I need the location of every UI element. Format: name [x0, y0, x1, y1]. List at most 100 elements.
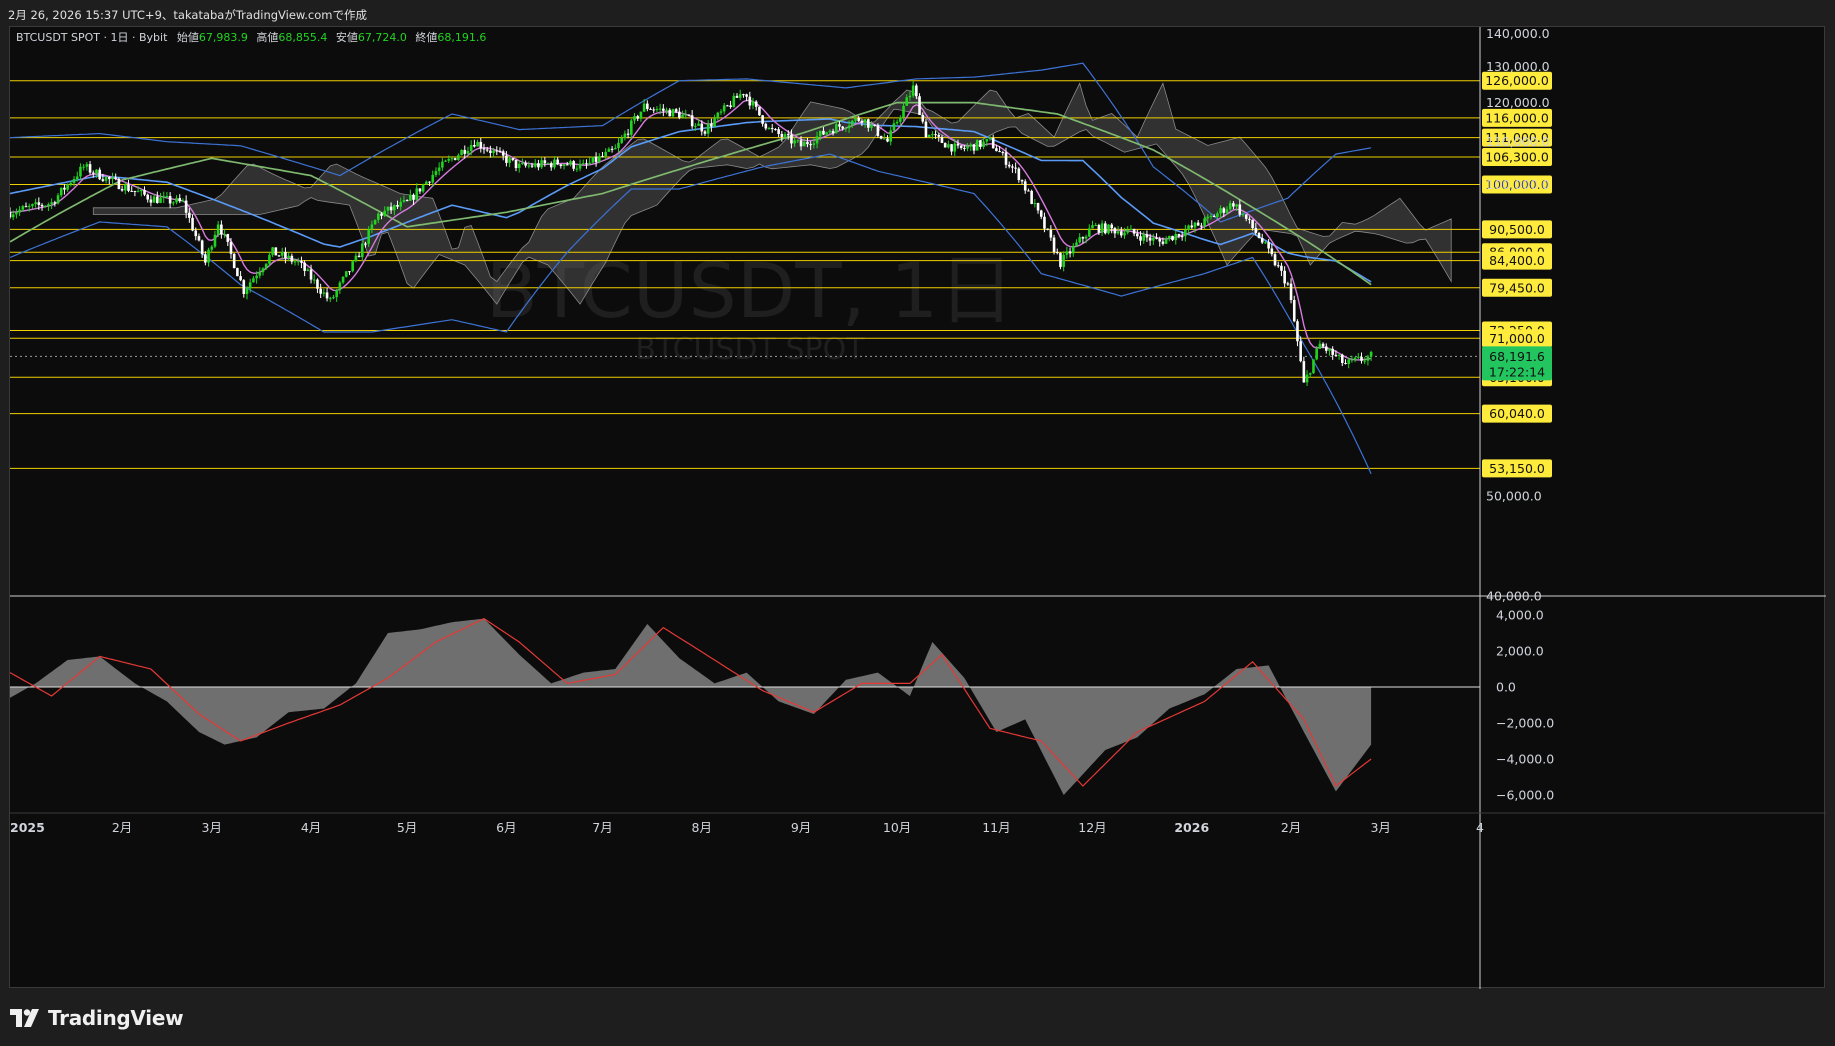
- candle-body: [1097, 224, 1101, 233]
- candle-body: [300, 261, 303, 263]
- candle-body: [841, 126, 844, 129]
- candle-body: [774, 129, 777, 131]
- candle-body: [1254, 228, 1258, 233]
- candle-body: [1209, 215, 1213, 217]
- candle-body: [588, 162, 591, 164]
- caption-text: 2月 26, 2026 15:37 UTC+9、takatabaがTrading…: [8, 8, 367, 22]
- candle-body: [540, 160, 543, 168]
- level-label: 90,500.0: [1489, 222, 1545, 237]
- candle-body: [344, 271, 348, 277]
- candle-body: [1084, 236, 1088, 239]
- candle-body: [511, 158, 515, 160]
- candle-body: [902, 105, 905, 118]
- brand-name[interactable]: TradingView: [48, 1006, 184, 1030]
- tradingview-logo-icon[interactable]: [10, 1009, 40, 1027]
- candle-body: [556, 159, 559, 165]
- candle-body: [271, 247, 274, 255]
- candle-body: [1280, 265, 1283, 271]
- candle-body: [229, 241, 233, 254]
- candle-body: [1030, 190, 1033, 204]
- candle-body: [248, 282, 252, 289]
- candle-body: [508, 158, 511, 163]
- candle-body: [296, 261, 300, 263]
- candle-body: [47, 204, 50, 206]
- candle-body: [72, 179, 76, 184]
- time-tick-label: 4: [1476, 820, 1484, 835]
- candle-body: [18, 209, 21, 213]
- price-tick-label: 140,000.0: [1486, 27, 1550, 41]
- candle-body: [700, 123, 704, 132]
- candle-body: [1337, 354, 1341, 356]
- candle-body: [591, 156, 595, 163]
- candle-body: [82, 166, 85, 168]
- symbol-legend: BTCUSDT SPOT · 1日 · Bybit 始値67,983.9 高値6…: [16, 30, 486, 44]
- candle-body: [639, 111, 643, 119]
- candle-body: [854, 118, 857, 121]
- candle-body: [351, 261, 354, 272]
- candle-body: [27, 206, 31, 208]
- candle-body: [1273, 254, 1277, 266]
- candle-body: [383, 210, 387, 216]
- chart-frame[interactable]: BTCUSDT, 1日 BTCUSDT SPOT 126,000.0 116,00…: [9, 26, 1826, 989]
- candle-body: [95, 169, 98, 174]
- level-label: 60,040.0: [1489, 406, 1545, 421]
- candle-body: [665, 109, 668, 111]
- level-label: 126,000.0: [1485, 73, 1549, 88]
- candle-body: [546, 163, 550, 165]
- candle-body: [1344, 362, 1347, 364]
- candle-body: [1232, 203, 1235, 207]
- candle-body: [575, 168, 579, 170]
- candle-body: [1340, 354, 1344, 363]
- level-label-bg: [1482, 329, 1552, 348]
- level-label-bg: [1482, 220, 1552, 239]
- candle-body: [1123, 232, 1126, 236]
- candle-body: [610, 148, 614, 150]
- candle-body: [469, 145, 473, 151]
- candle-body: [431, 174, 435, 183]
- candle-body: [409, 194, 412, 201]
- candle-body: [194, 230, 198, 237]
- chart-canvas[interactable]: BTCUSDT, 1日 BTCUSDT SPOT 126,000.0116,00…: [10, 27, 1826, 989]
- candle-body: [184, 200, 188, 213]
- candle-body: [1171, 235, 1174, 241]
- legend-low: 67,724.0: [358, 31, 407, 44]
- candle-body: [1068, 251, 1072, 254]
- candle-body: [1289, 283, 1293, 301]
- candle-body: [671, 109, 675, 117]
- candle-body: [335, 290, 338, 298]
- candle-body: [1244, 214, 1248, 219]
- candlesticks: [10, 81, 1373, 387]
- candle-body: [607, 148, 611, 152]
- long-ma-line: [10, 101, 1372, 286]
- time-tick-label: 8月: [692, 820, 712, 835]
- candle-body: [1023, 181, 1027, 191]
- candle-body: [1331, 348, 1334, 355]
- candle-body: [149, 199, 153, 203]
- candle-body: [418, 188, 422, 192]
- candle-body: [463, 149, 467, 154]
- candle-body: [748, 96, 752, 106]
- candle-body: [34, 202, 37, 205]
- level-label-bg: [1482, 71, 1552, 90]
- candle-body: [867, 119, 870, 128]
- candle-body: [220, 224, 223, 235]
- candle-body: [1180, 236, 1184, 238]
- level-label: 53,150.0: [1489, 461, 1545, 476]
- candle-body: [1136, 233, 1139, 237]
- candle-body: [937, 134, 941, 137]
- candle-body: [1299, 341, 1302, 362]
- candle-body: [735, 95, 739, 98]
- candle-body: [655, 109, 659, 111]
- candle-body: [11, 214, 15, 218]
- candle-body: [537, 163, 540, 168]
- candle-body: [1148, 237, 1152, 241]
- candle-body: [396, 205, 399, 207]
- candle-body: [15, 212, 18, 215]
- candle-body: [268, 254, 271, 264]
- candle-body: [1321, 343, 1325, 347]
- candle-body: [915, 85, 918, 97]
- candle-body: [441, 161, 444, 168]
- candle-body: [604, 151, 607, 157]
- candle-body: [758, 106, 761, 116]
- macd-tick-label: 2,000.0: [1496, 644, 1544, 659]
